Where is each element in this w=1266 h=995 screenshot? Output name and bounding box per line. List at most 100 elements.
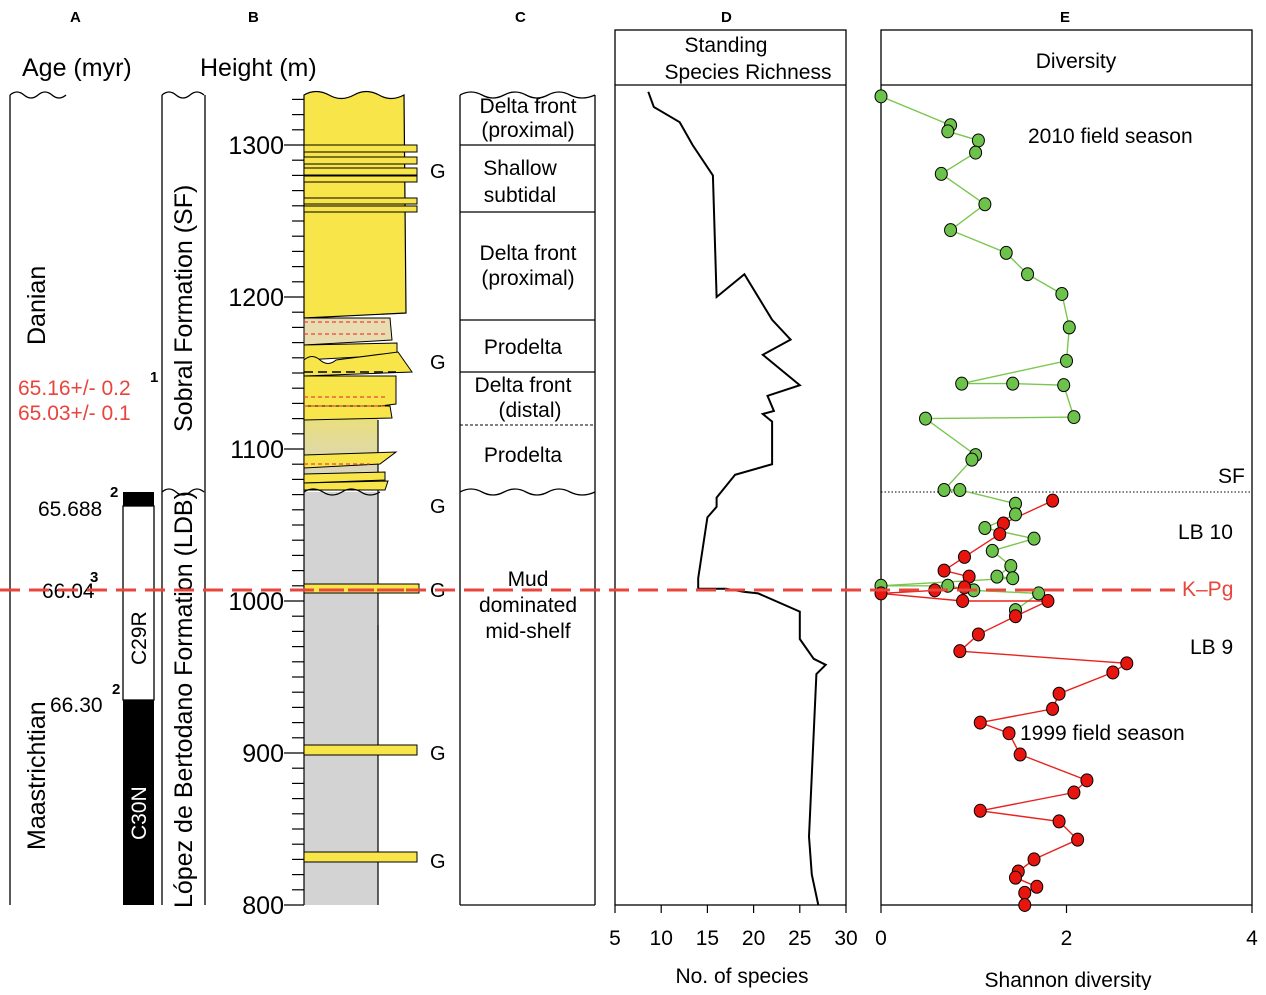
diversity-point-1999 bbox=[1013, 747, 1027, 762]
diversity-x-axis: 0 2 4 bbox=[875, 905, 1258, 950]
richness-frame bbox=[614, 29, 847, 906]
richness-title-line1: Standing bbox=[685, 34, 768, 57]
date-ref-1: 1 bbox=[150, 369, 158, 386]
diversity-point-1999 bbox=[1008, 870, 1022, 885]
diversity-point-1999 bbox=[973, 715, 987, 730]
diversity-point-1999 bbox=[993, 527, 1007, 542]
height-tick-1000: 1000 bbox=[228, 588, 284, 616]
height-tick-1300: 1300 bbox=[228, 132, 284, 160]
stage-danian: Danian bbox=[23, 266, 51, 345]
chron-c30n-label: C30N bbox=[128, 786, 151, 840]
diversity-point-2010 bbox=[919, 411, 933, 426]
diversity-point-1999 bbox=[1071, 832, 1085, 847]
diversity-point-1999 bbox=[1027, 852, 1041, 867]
sandstone-bed-3 bbox=[303, 375, 397, 407]
chron-c30n-bar bbox=[123, 700, 154, 905]
env-5-line1: Delta front bbox=[475, 374, 572, 397]
label-1999-season: 1999 field season bbox=[1020, 722, 1185, 745]
sandstone-upper bbox=[303, 90, 407, 319]
age-column-top-wavy bbox=[9, 91, 67, 99]
diversity-tick-label: 4 bbox=[1246, 927, 1258, 950]
thin-bed-2 bbox=[303, 156, 418, 165]
glauconite-label-2: G bbox=[430, 352, 446, 374]
richness-tick-label: 20 bbox=[742, 927, 765, 950]
diversity-tick-label: 2 bbox=[1061, 927, 1073, 950]
diversity-point-1999 bbox=[1008, 609, 1022, 624]
diversity-point-2010 bbox=[990, 569, 1004, 584]
thin-bed-5 bbox=[303, 197, 418, 205]
lopez-bertodano-formation-label: López de Bertodano Formation (LDB) bbox=[170, 491, 198, 908]
diversity-tick-label: 0 bbox=[875, 927, 887, 950]
diversity-point-2010 bbox=[985, 543, 999, 558]
diversity-line-1999 bbox=[880, 500, 1129, 905]
env-1-line2: (proximal) bbox=[481, 119, 574, 142]
label-2010-season: 2010 field season bbox=[1028, 125, 1193, 148]
diversity-point-1999 bbox=[1120, 656, 1134, 671]
env-2-line1: Shallow bbox=[483, 157, 557, 180]
diversity-point-2010 bbox=[978, 197, 992, 212]
age-header: Age (myr) bbox=[22, 54, 132, 82]
env-3-line1: Delta front bbox=[480, 242, 577, 265]
richness-tick-label: 15 bbox=[696, 927, 719, 950]
thin-bed-3 bbox=[303, 167, 418, 176]
diversity-point-2010 bbox=[953, 483, 967, 498]
richness-tick-label: 5 bbox=[609, 927, 621, 950]
diversity-point-1999 bbox=[1052, 814, 1066, 829]
env-7-line2: dominated bbox=[479, 594, 577, 617]
diversity-point-1999 bbox=[957, 580, 971, 595]
chron-c29n-bar bbox=[123, 492, 154, 506]
diversity-x-label: Shannon diversity bbox=[985, 969, 1152, 990]
env-7-line3: mid-shelf bbox=[485, 620, 570, 643]
richness-tick-label: 25 bbox=[788, 927, 811, 950]
diversity-point-2010 bbox=[1004, 559, 1018, 574]
diversity-point-1999 bbox=[1067, 785, 1081, 800]
stage-maastrichtian: Maastrichtian bbox=[23, 701, 51, 850]
diversity-point-1999 bbox=[937, 563, 951, 578]
diversity-series bbox=[874, 89, 1134, 912]
glauconite-label-1: G bbox=[430, 161, 446, 183]
env-6-line1: Prodelta bbox=[484, 444, 563, 467]
diversity-point-2010 bbox=[965, 452, 979, 467]
diversity-point-1999 bbox=[1046, 701, 1060, 716]
diversity-point-1999 bbox=[1106, 665, 1120, 680]
age-6630: 66.30 bbox=[50, 694, 103, 717]
env-4-line1: Prodelta bbox=[484, 336, 563, 359]
height-tick-900: 900 bbox=[242, 740, 284, 768]
chron-c29r-bar bbox=[122, 505, 155, 701]
sandstone-bed-4 bbox=[303, 405, 393, 421]
richness-x-axis: 5 10 15 20 25 30 bbox=[609, 905, 858, 950]
diversity-point-2010 bbox=[1008, 507, 1022, 522]
diversity-point-1999 bbox=[1080, 773, 1094, 788]
diversity-line-2010 bbox=[880, 95, 1075, 611]
sobral-formation-label: Sobral Formation (SF) bbox=[170, 185, 198, 432]
lith-unconformity bbox=[303, 488, 381, 496]
diversity-point-1999 bbox=[1046, 493, 1060, 508]
richness-x-label: No. of species bbox=[675, 965, 808, 988]
lith-red-dashes bbox=[304, 321, 386, 465]
diversity-point-2010 bbox=[937, 483, 951, 498]
diversity-point-1999 bbox=[1018, 885, 1032, 900]
diversity-point-2010 bbox=[969, 145, 983, 160]
diversity-point-1999 bbox=[957, 549, 971, 564]
age-6630-ref: 2 bbox=[112, 681, 120, 698]
panel-d: D Standing Species Richness 5 10 15 20 25 30 … bbox=[609, 9, 858, 988]
diversity-point-2010 bbox=[1062, 320, 1076, 335]
diversity-point-1999 bbox=[953, 644, 967, 659]
env-5-line2: (distal) bbox=[498, 399, 561, 422]
sand-bed-830 bbox=[303, 851, 418, 863]
diversity-point-2010 bbox=[1032, 586, 1046, 601]
radiometric-date-2: 65.03+/- 0.1 bbox=[18, 402, 131, 425]
glauconite-label-3: G bbox=[430, 496, 446, 518]
height-tick-800: 800 bbox=[242, 892, 284, 920]
diversity-frame bbox=[880, 29, 1253, 906]
diversity-point-2010 bbox=[1060, 353, 1073, 368]
diversity-point-2010 bbox=[941, 124, 955, 139]
label-lb9: LB 9 bbox=[1190, 636, 1233, 659]
diversity-point-2010 bbox=[1027, 531, 1041, 546]
radiometric-date-1: 65.16+/- 0.2 bbox=[18, 377, 131, 400]
chron-c29r-label: C29R bbox=[128, 611, 151, 665]
env-top-wavy bbox=[459, 91, 596, 99]
thin-bed-4 bbox=[303, 175, 418, 183]
richness-tick-label: 10 bbox=[650, 927, 673, 950]
